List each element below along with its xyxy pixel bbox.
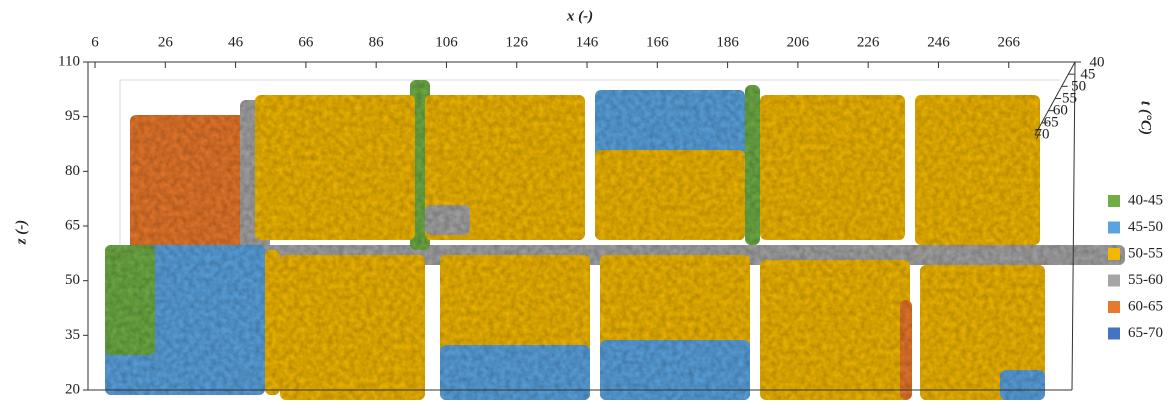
y-tick-label: 65: [65, 217, 80, 233]
x-axis-title: x (-): [566, 8, 593, 24]
y-tick-label: 95: [65, 108, 80, 124]
z-tick-label: 70: [1035, 126, 1050, 142]
surface-patch: [280, 255, 425, 400]
chart: x (-) z (-) t (°C) 6 26 46 66 86 106 126 146 166…: [0, 0, 1176, 408]
surface-patch: [745, 85, 760, 245]
surface-patch: [760, 95, 905, 240]
x-tick-label: 266: [997, 34, 1020, 50]
legend-label: 65-70: [1128, 325, 1163, 341]
legend-label: 50-55: [1128, 245, 1163, 261]
legend-swatch: [1108, 328, 1120, 340]
legend-label: 55-60: [1128, 272, 1163, 288]
legend-label: 45-50: [1128, 219, 1163, 235]
surface-patch: [900, 300, 912, 400]
x-tick-label: 146: [576, 34, 599, 50]
y-tick-label: 35: [65, 327, 80, 343]
legend-label: 60-65: [1128, 298, 1163, 314]
legend-swatch: [1108, 275, 1120, 287]
surface-patch: [265, 250, 280, 395]
y-tick-label: 50: [65, 272, 80, 288]
surface-patch: [1000, 370, 1045, 400]
x-tick-label: 206: [787, 34, 810, 50]
legend-swatch: [1108, 301, 1120, 313]
z-axis-title: t (°C): [1138, 101, 1154, 135]
surface-patch: [130, 115, 255, 250]
x-tick-label: 166: [646, 34, 669, 50]
y-axis-title: z (-): [13, 220, 29, 246]
x-tick-label: 86: [369, 34, 385, 50]
surface-patch: [440, 345, 590, 400]
y-tick-label: 110: [58, 53, 80, 69]
x-tick-label: 106: [435, 34, 458, 50]
x-tick-label: 6: [91, 34, 99, 50]
surface-patch: [255, 95, 415, 240]
y-tick-label: 80: [65, 163, 80, 179]
surface-patch: [760, 260, 910, 400]
x-tick-label: 186: [716, 34, 739, 50]
x-tick-label: 46: [228, 34, 244, 50]
legend-swatch: [1108, 195, 1120, 207]
x-tick-label: 26: [158, 34, 174, 50]
legend-label: 40-45: [1128, 192, 1163, 208]
surface-patch: [425, 205, 470, 235]
surface-patch: [600, 340, 750, 400]
y-tick-label: 20: [65, 381, 80, 397]
surface: [105, 80, 1125, 400]
surface-patch: [105, 245, 155, 355]
surface-patch: [915, 95, 1040, 245]
x-tick-label: 226: [857, 34, 880, 50]
surface-patch: [595, 150, 745, 240]
legend-swatch: [1108, 248, 1120, 260]
x-tick-label: 246: [927, 34, 950, 50]
legend-swatch: [1108, 222, 1120, 234]
x-tick-label: 66: [298, 34, 314, 50]
x-tick-label: 126: [505, 34, 528, 50]
